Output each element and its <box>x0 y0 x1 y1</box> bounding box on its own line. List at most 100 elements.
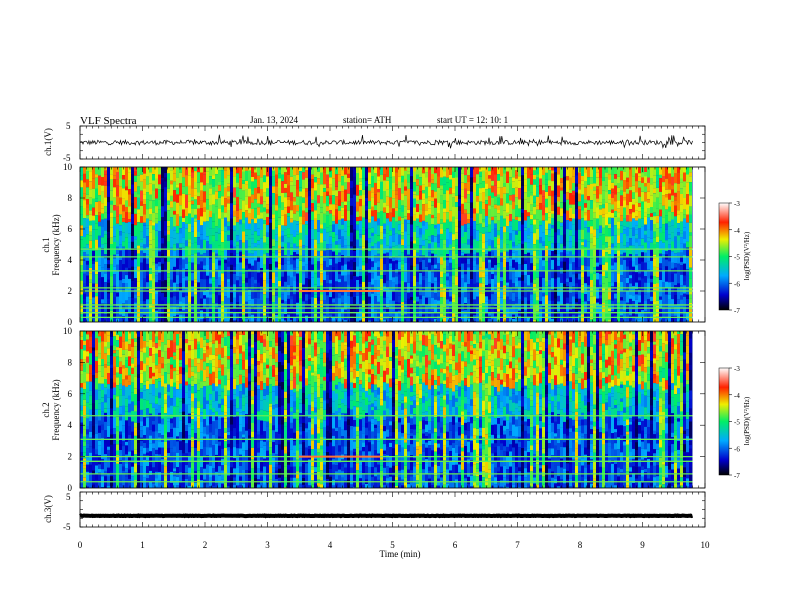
ch1-spectrogram-cell <box>536 296 539 301</box>
ch2-spectrogram-cell <box>80 349 83 360</box>
ch1-spectrogram-cell <box>416 204 419 212</box>
ch1-spectrogram-cell <box>551 167 554 171</box>
ch1-spectrogram-cell <box>248 263 251 269</box>
ch1-spectrogram-cell <box>278 178 281 188</box>
ch1-spectrogram-cell <box>671 299 674 308</box>
ch1-spectrogram-cell <box>92 198 95 208</box>
ch1-spectrogram-cell <box>140 167 143 175</box>
ch1-spectrogram-cell <box>440 209 443 220</box>
ch1-spectrogram-cell <box>374 262 377 272</box>
ch1-spectrogram-cell <box>206 275 209 280</box>
ch1-spectrogram-cell <box>167 257 170 262</box>
ch1-spectrogram-cell <box>533 265 536 272</box>
ch1-spectrogram-cell <box>173 291 176 297</box>
ch1-spectrogram-cell <box>311 174 314 180</box>
ch1-spectrogram-cell <box>311 199 314 203</box>
ch2-spectrogram-cell <box>92 344 95 348</box>
ch1-spectrogram-cell <box>416 212 419 219</box>
ch1-spectrogram-cell <box>434 293 437 300</box>
ch2-spectrogram-cell <box>161 424 164 435</box>
ch1-spectrogram-cell <box>653 201 656 213</box>
ch1-spectrogram-cell <box>671 238 674 242</box>
ch1-spectrogram-cell <box>392 272 395 278</box>
ch1-spectrogram-cell <box>281 181 284 193</box>
ch1-spectrogram-cell <box>683 186 686 198</box>
ch1-spectrogram-cell <box>356 266 359 277</box>
ch2-spectrogram-cell <box>86 331 89 335</box>
ch1-spectrogram-cell <box>92 314 95 318</box>
ch1-spectrogram-cell <box>266 258 269 270</box>
ch1-spectrogram-cell <box>224 240 227 250</box>
ch1-spectrogram-cell <box>92 317 95 322</box>
ch1-spectrogram-cell <box>392 228 395 235</box>
ch1-spectrogram-cell <box>194 181 197 189</box>
ch1-spectrogram-cell <box>104 185 107 198</box>
ch1-spectrogram-cell <box>584 301 587 313</box>
ch1-spectrogram-cell <box>122 188 125 199</box>
ch1-spectrogram-cell <box>350 305 353 317</box>
ch1-spectrogram-cell <box>275 276 278 285</box>
ch1-spectrogram-cell <box>290 243 293 248</box>
ch1-spectrogram-cell <box>458 198 461 207</box>
ch1-spectrogram-cell <box>296 205 299 212</box>
ch1-spectrogram-cell <box>371 246 374 250</box>
ch1-spectrogram-cell <box>380 290 383 296</box>
ch1-spectrogram-cell <box>218 285 221 296</box>
ch1-spectrogram-cell <box>218 197 221 209</box>
ch1-spectrogram-cell <box>95 250 98 257</box>
ch1-spectrogram-cell <box>593 229 596 237</box>
ch1-spectrogram-cell <box>317 277 320 287</box>
ch1-spectrogram-cell <box>371 273 374 279</box>
ch2-spectrogram-cell <box>164 479 167 488</box>
ch1-spectrogram-cell <box>233 210 236 217</box>
ch1-spectrogram-cell <box>362 281 365 290</box>
ch1-spectrogram-cell <box>155 188 158 199</box>
ch1-spectrogram-cell <box>122 270 125 280</box>
ch1-spectrogram-cell <box>374 271 377 281</box>
ch1-spectrogram-cell <box>116 185 119 197</box>
ch1-spectrogram-cell <box>308 167 311 179</box>
ch1-spectrogram-cell <box>311 297 314 308</box>
ch1-spectrogram-cell <box>413 319 416 322</box>
ch1-spectrogram-cell <box>356 201 359 212</box>
ch1-spectrogram-cell <box>104 212 107 219</box>
ch1-spectrogram-cell <box>269 195 272 207</box>
ch1-spectrogram-cell <box>176 299 179 304</box>
ch2-spectrogram-image <box>80 331 705 488</box>
ch1-spectrogram-cell <box>626 205 629 215</box>
ch2-spectrogram-cell <box>137 378 140 390</box>
ch1-spectrogram-cell <box>320 250 323 258</box>
ch2-spectrogram-cell <box>143 381 146 386</box>
ch1-spectrogram-cell <box>509 167 512 178</box>
ch1-spectrogram-cell <box>185 263 188 270</box>
ch2-spectrogram-cell <box>80 370 83 375</box>
ch1-spectrogram-cell <box>479 213 482 224</box>
ch1-spectrogram-cell <box>359 310 362 321</box>
ch2-spectrogram-cell <box>128 435 131 442</box>
ch1-spectrogram-cell <box>506 273 509 283</box>
ch1-spectrogram-cell <box>359 216 362 221</box>
ch1-spectrogram-cell <box>170 201 173 208</box>
ch2-spectrogram-cell <box>95 356 98 361</box>
ch1-spectrogram-cell <box>629 238 632 246</box>
ch1-spectrogram-cell <box>365 167 368 178</box>
ch1-spectrogram-cell <box>455 239 458 246</box>
ch1-spectrogram-cell <box>260 238 263 249</box>
ch1-spectrogram-cell <box>128 222 131 234</box>
ch1-spectrogram-cell <box>593 194 596 203</box>
ch1-spectrogram-cell <box>569 193 572 205</box>
ch1-spectrogram-cell <box>362 250 365 262</box>
ch1-spectrogram-cell <box>485 204 488 217</box>
ch1-spectrogram-cell <box>653 188 656 194</box>
ch1-spectrogram-cell <box>569 167 572 178</box>
ch1-spectrogram-cell <box>623 317 626 322</box>
ch1-spectrogram-cell <box>428 196 431 201</box>
ch1-spectrogram-cell <box>545 207 548 213</box>
ch1-spectrogram-cell <box>155 310 158 322</box>
ch1-spectrogram-cell <box>635 307 638 315</box>
ch1-spectrogram-cell <box>497 194 500 198</box>
ch1-spectrogram-cell <box>590 291 593 297</box>
ch2-spectrogram-cell <box>158 423 161 430</box>
ch1-spectrogram-cell <box>188 194 191 202</box>
ch1-spectrogram-cell <box>485 183 488 190</box>
